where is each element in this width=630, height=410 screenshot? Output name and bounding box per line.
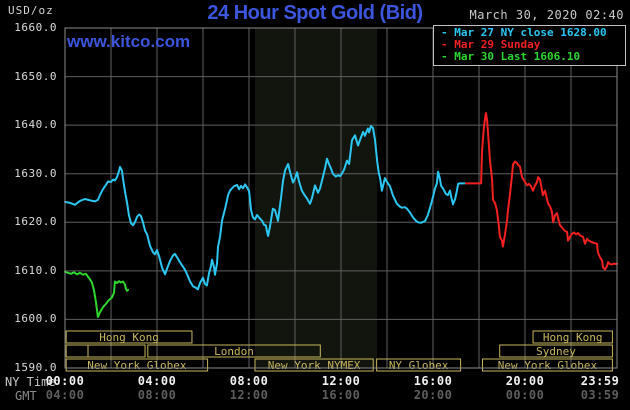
x-tick-label-gmt: 20:00 [413,388,453,402]
y-tick-label: 1600.0 [14,312,57,326]
chart-timestamp: March 30, 2020 02:40 [469,8,624,22]
x-tick-label-ny: 16:00 [413,374,453,388]
legend-dash-icon: - [441,26,448,39]
y-tick-label: 1620.0 [14,215,57,229]
chart-legend: - Mar 27 NY close 1628.00 - Mar 29 Sunda… [433,25,626,66]
legend-label: Mar 27 NY close 1628.00 [454,26,607,39]
price-line-series [64,270,129,318]
y-tick-label: 1640.0 [14,118,57,132]
market-session-box [499,344,613,358]
x-tick-label-gmt: 16:00 [321,388,361,402]
chart-title: 24 Hour Spot Gold (Bid) [207,2,423,24]
legend-label: Mar 29 Sunday [454,38,541,51]
market-session-box [147,344,321,358]
legend-entry-mar29: - Mar 29 Sunday [441,39,625,51]
nymex-session-band [254,28,378,368]
y-axis-units-label: USD/oz [8,4,54,17]
legend-entry-mar30: - Mar 30 Last 1606.10 [441,51,625,63]
x-tick-label-gmt: 08:00 [137,388,177,402]
y-tick-label: 1610.0 [14,263,57,277]
market-session-box [376,358,462,372]
legend-dash-icon: - [441,50,448,63]
y-tick-label: 1590.0 [14,361,57,374]
x-tick-label-gmt: 03:59 [580,388,620,402]
market-session-box [65,358,209,372]
price-line-series [464,112,618,271]
plot-border [64,27,618,369]
market-session-label: NY Globex [389,359,449,372]
market-session-label: New York NYMEX [268,359,361,372]
y-tick-label: 1650.0 [14,69,57,83]
market-session-label: London [214,345,254,358]
price-line-series [64,125,466,291]
market-session-box [532,330,613,344]
market-session-box [87,344,146,358]
market-session-label: New York Globex [498,359,598,372]
legend-label: Mar 30 Last 1606.10 [454,50,581,63]
market-session-box [65,344,89,358]
x-tick-label-ny: 00:00 [45,374,85,388]
market-session-label: Hong Kong [543,331,603,344]
x-axis-ny-time-label: NY Time [5,375,56,389]
x-axis-gmt-label: GMT [15,389,37,403]
x-tick-label-ny: 12:00 [321,374,361,388]
market-session-label: Hong Kong [99,331,159,344]
market-session-label: Sydney [536,345,576,358]
x-tick-label-gmt: 04:00 [45,388,85,402]
x-tick-label-gmt: 00:00 [505,388,545,402]
market-session-box [481,358,613,372]
legend-entry-mar27: - Mar 27 NY close 1628.00 [441,27,625,39]
market-session-label: New York Globex [87,359,187,372]
x-tick-label-ny: 20:00 [505,374,545,388]
y-tick-label: 1630.0 [14,166,57,180]
market-session-box [65,330,193,344]
x-tick-label-ny: 23:59 [580,374,620,388]
legend-dash-icon: - [441,38,448,51]
x-tick-label-gmt: 12:00 [229,388,269,402]
x-tick-label-ny: 04:00 [137,374,177,388]
kitco-watermark-link[interactable]: www.kitco.com [67,32,191,51]
y-tick-label: 1660.0 [14,21,57,34]
market-session-box [254,358,374,372]
x-tick-label-ny: 08:00 [229,374,269,388]
